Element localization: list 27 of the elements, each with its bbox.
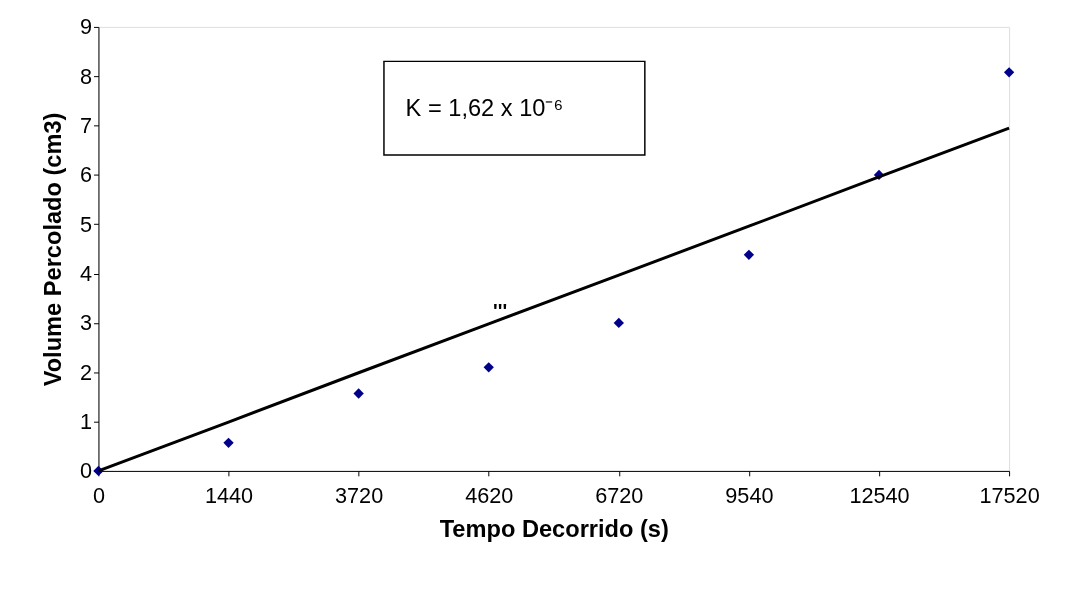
y-tick-label: 8	[80, 63, 93, 89]
point	[223, 437, 234, 448]
point	[743, 249, 755, 260]
y-tick-label: 2	[80, 359, 93, 385]
y-tick-label: 3	[80, 310, 93, 336]
point	[613, 317, 624, 329]
x-tick-label: 4620	[465, 482, 514, 508]
y-tick-label: 4	[80, 260, 93, 286]
y-tick-label: 5	[80, 211, 93, 237]
x-axis-title: Tempo Decorrido (s)	[439, 516, 669, 543]
x-tick-label: 17520	[979, 482, 1040, 508]
point	[1003, 67, 1015, 78]
point	[353, 388, 364, 399]
x-tick-label: 6720	[595, 482, 644, 508]
annotation: '''	[493, 300, 508, 323]
y-tick-label: 0	[80, 458, 93, 484]
x-tick-label: 3720	[335, 482, 384, 508]
point	[483, 362, 494, 373]
x-tick-label: 12540	[849, 482, 910, 508]
y-tick-label: 9	[80, 14, 93, 40]
y-axis-title: Volume Percolado (cm3)	[40, 112, 67, 387]
annotation: K = 1,62 x 10⁻⁶	[405, 94, 564, 121]
y-tick-label: 7	[80, 112, 93, 138]
y-tick-label: 1	[80, 408, 93, 434]
x-tick-label: 1440	[204, 482, 254, 508]
x-tick-label: 9540	[725, 482, 774, 508]
y-tick-label: 6	[80, 162, 93, 188]
